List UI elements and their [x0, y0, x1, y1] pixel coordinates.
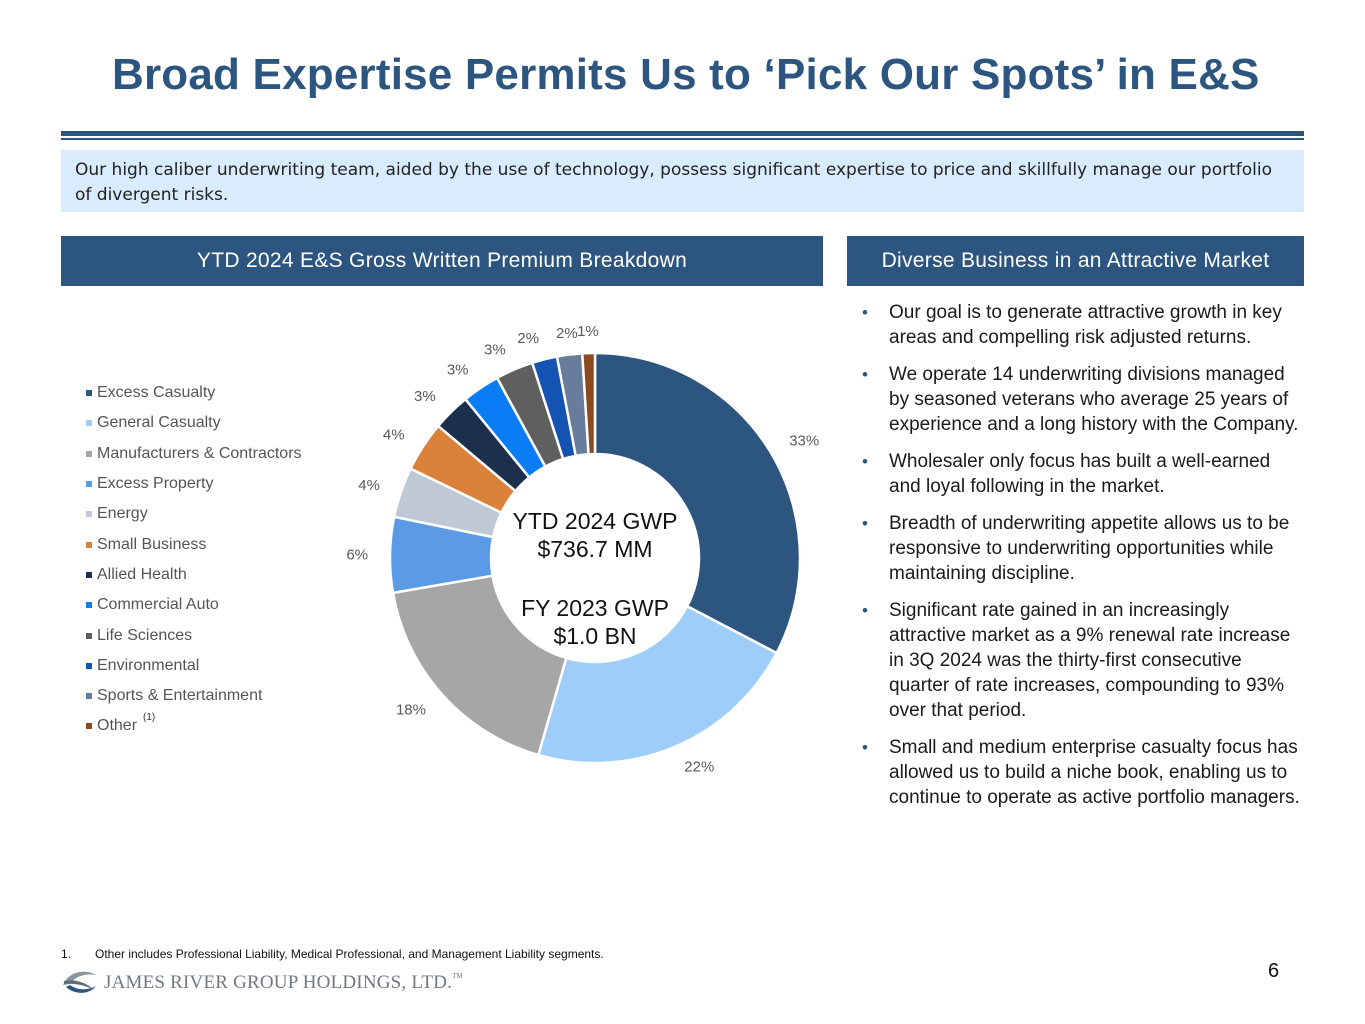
bullet-item: • Breadth of underwriting appetite allows…: [862, 511, 1302, 586]
legend-item: Environmental: [86, 651, 302, 681]
footnote-text: Other includes Professional Liability, M…: [95, 947, 604, 961]
legend-item: Energy: [86, 499, 302, 529]
legend-item: General Casualty: [86, 408, 302, 438]
market-section-heading: Diverse Business in an Attractive Market: [847, 236, 1304, 286]
donut-slice: [536, 604, 779, 765]
swoosh-logo-icon: [63, 971, 97, 993]
bullet-text: Small and medium enterprise casualty foc…: [889, 737, 1300, 808]
legend-swatch: [86, 390, 92, 397]
legend-swatch: [86, 723, 92, 730]
bullet-text: Wholesaler only focus has built a well-e…: [889, 451, 1271, 497]
intro-callout: Our high caliber underwriting team, aide…: [61, 150, 1304, 212]
legend-swatch: [86, 450, 92, 457]
data-label: 2%: [517, 330, 539, 347]
data-label: 4%: [358, 477, 380, 494]
bullet-dot-icon: •: [862, 365, 868, 384]
market-section-heading-text: Diverse Business in an Attractive Market: [881, 249, 1270, 272]
center-text-line: YTD 2024 GWP: [513, 508, 678, 534]
center-text-line: FY 2023 GWP: [521, 595, 669, 621]
legend-swatch: [86, 420, 92, 427]
legend-label: Small Business: [97, 535, 207, 553]
donut-slices: [388, 351, 802, 765]
legend-swatch: [86, 662, 92, 669]
legend-label: Manufacturers & Contractors: [97, 444, 302, 462]
legend-swatch: [86, 571, 92, 578]
chart-section-heading-text: YTD 2024 E&S Gross Written Premium Break…: [196, 249, 688, 272]
donut-slice: [391, 574, 568, 757]
data-label: 1%: [577, 323, 599, 340]
legend-label: Other: [97, 717, 138, 735]
legend-label: Life Sciences: [97, 626, 193, 644]
legend-item: Excess Property: [86, 469, 302, 499]
legend-swatch: [86, 481, 92, 488]
legend-item: Excess Casualty: [86, 378, 302, 408]
legend-item: Life Sciences: [86, 620, 302, 650]
legend-item: Allied Health: [86, 560, 302, 590]
donut-slice: [593, 351, 802, 655]
bullet-dot-icon: •: [862, 601, 868, 620]
bullet-dot-icon: •: [862, 738, 868, 757]
legend-label: Sports & Entertainment: [97, 687, 263, 705]
legend-item: Small Business: [86, 529, 302, 559]
legend-label: Energy: [97, 505, 148, 523]
page-number: 6: [1268, 960, 1280, 982]
bullet-text: Our goal is to generate attractive growt…: [889, 302, 1282, 348]
legend-label: Excess Casualty: [97, 384, 216, 402]
company-name-text: JAMES RIVER GROUP HOLDINGS, LTD.: [104, 972, 453, 993]
bullet-text: Significant rate gained in an increasing…: [889, 600, 1291, 721]
chart-section-heading: YTD 2024 E&S Gross Written Premium Break…: [61, 236, 823, 286]
data-label: 4%: [383, 426, 405, 443]
donut-slice: [580, 351, 597, 456]
market-bullet-list: • Our goal is to generate attractive grow…: [862, 300, 1302, 822]
legend-item: Other (1): [86, 711, 302, 741]
trademark-mark: TM: [452, 972, 463, 980]
legend-footnote-marker: (1): [143, 711, 156, 723]
company-logo: JAMES RIVER GROUP HOLDINGS, LTD.TM: [61, 968, 463, 998]
bullet-item: • Small and medium enterprise casualty fo…: [862, 735, 1302, 810]
legend-label: General Casualty: [97, 414, 221, 432]
footnote: 1. Other includes Professional Liability,…: [61, 947, 604, 961]
legend-swatch: [86, 511, 92, 518]
legend-label: Environmental: [97, 656, 200, 674]
data-label: 3%: [484, 341, 506, 358]
legend-item: Manufacturers & Contractors: [86, 439, 302, 469]
legend-item: Commercial Auto: [86, 590, 302, 620]
company-name: JAMES RIVER GROUP HOLDINGS, LTD.TM: [104, 972, 463, 994]
data-label: 22%: [684, 759, 714, 776]
legend-swatch: [86, 541, 92, 548]
data-label: 18%: [396, 702, 426, 719]
title-rule-thin: [61, 138, 1304, 140]
page-title: Broad Expertise Permits Us to ‘Pick Our …: [112, 50, 1260, 99]
legend-swatch: [86, 632, 92, 639]
legend-label: Commercial Auto: [97, 596, 219, 614]
center-text-line: $1.0 BN: [553, 623, 636, 649]
footnote-number: 1.: [61, 947, 72, 961]
bullet-item: • Wholesaler only focus has built a well-…: [862, 449, 1302, 499]
bullet-item: • Our goal is to generate attractive grow…: [862, 300, 1302, 350]
bullet-item: • Significant rate gained in an increasin…: [862, 598, 1302, 723]
chart-legend: Excess Casualty General Casualty Manufactu…: [86, 378, 302, 742]
bullet-item: • We operate 14 underwriting divisions ma…: [862, 362, 1302, 437]
bullet-text: We operate 14 underwriting divisions man…: [889, 364, 1299, 435]
bullet-text: Breadth of underwriting appetite allows …: [889, 513, 1290, 584]
legend-item: Sports & Entertainment: [86, 681, 302, 711]
legend-label: Allied Health: [97, 565, 187, 583]
data-label: 3%: [414, 388, 436, 405]
data-label: 2%: [556, 325, 578, 342]
data-label: 33%: [789, 432, 819, 449]
bullet-dot-icon: •: [862, 303, 868, 322]
bullet-dot-icon: •: [862, 452, 868, 471]
bullet-dot-icon: •: [862, 514, 868, 533]
legend-swatch: [86, 602, 92, 609]
data-label: 3%: [447, 362, 469, 379]
data-label: 6%: [346, 546, 368, 563]
legend-swatch: [86, 693, 92, 700]
center-text-line: $736.7 MM: [537, 536, 652, 562]
title-rule-thick: [61, 131, 1304, 136]
legend-label: Excess Property: [97, 475, 214, 493]
donut-center-text: YTD 2024 GWP$736.7 MM FY 2023 GWP$1.0 BN: [513, 508, 678, 649]
